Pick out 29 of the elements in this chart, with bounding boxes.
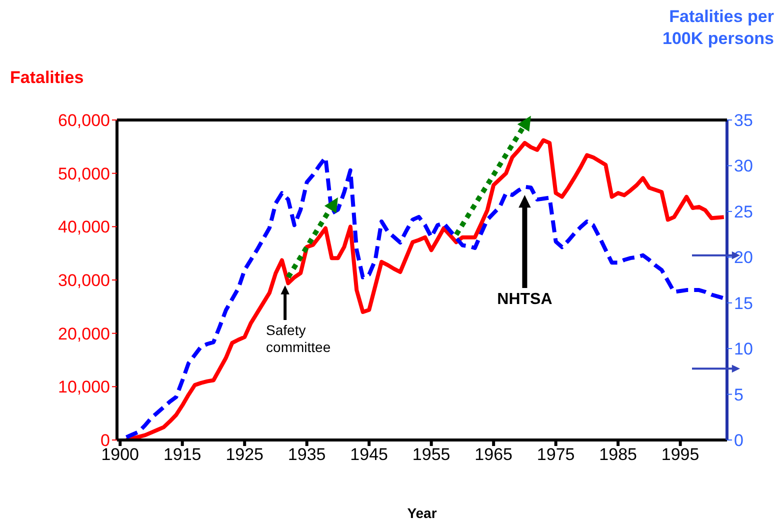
y2-tick-label: 5 bbox=[734, 385, 744, 404]
y-axis-title: Fatalities bbox=[10, 68, 84, 88]
y-tick-label: 40,000 bbox=[58, 218, 110, 237]
y2-tick-label: 30 bbox=[734, 156, 753, 176]
y2-tick-label: 20 bbox=[734, 248, 753, 268]
x-axis-title: Year bbox=[406, 505, 438, 521]
annotation: NHTSA bbox=[496, 291, 554, 309]
y-tick-label: 50,000 bbox=[58, 164, 110, 184]
x-tick-label: 1915 bbox=[163, 445, 202, 464]
x-tick-label: 1995 bbox=[661, 445, 700, 464]
x-tick-label: 1985 bbox=[599, 445, 637, 464]
x-tick-label: 1935 bbox=[288, 445, 326, 464]
y2-tick-label: 35 bbox=[734, 111, 753, 130]
y2-axis-title: Fatalities per 100K persons bbox=[662, 6, 774, 50]
x-tick-label: 1955 bbox=[412, 445, 450, 464]
x-tick-label: 1965 bbox=[474, 445, 512, 464]
y2-tick-label: 25 bbox=[734, 202, 753, 222]
x-tick-label: 1925 bbox=[226, 445, 264, 464]
y-tick-label: 10,000 bbox=[58, 378, 110, 397]
y2-tick-label: 0 bbox=[734, 431, 744, 450]
y-tick-label: 60,000 bbox=[58, 111, 110, 130]
x-tick-label: 1945 bbox=[350, 445, 388, 464]
x-tick-label: 1975 bbox=[536, 445, 575, 464]
y-tick-label: 20,000 bbox=[58, 324, 110, 344]
x-tick-label: 1900 bbox=[101, 445, 140, 464]
y-tick-label: 30,000 bbox=[58, 271, 110, 290]
y2-tick-label: 15 bbox=[734, 294, 753, 313]
annotation: Safety committee bbox=[266, 322, 332, 356]
y2-tick-label: 10 bbox=[734, 340, 753, 359]
